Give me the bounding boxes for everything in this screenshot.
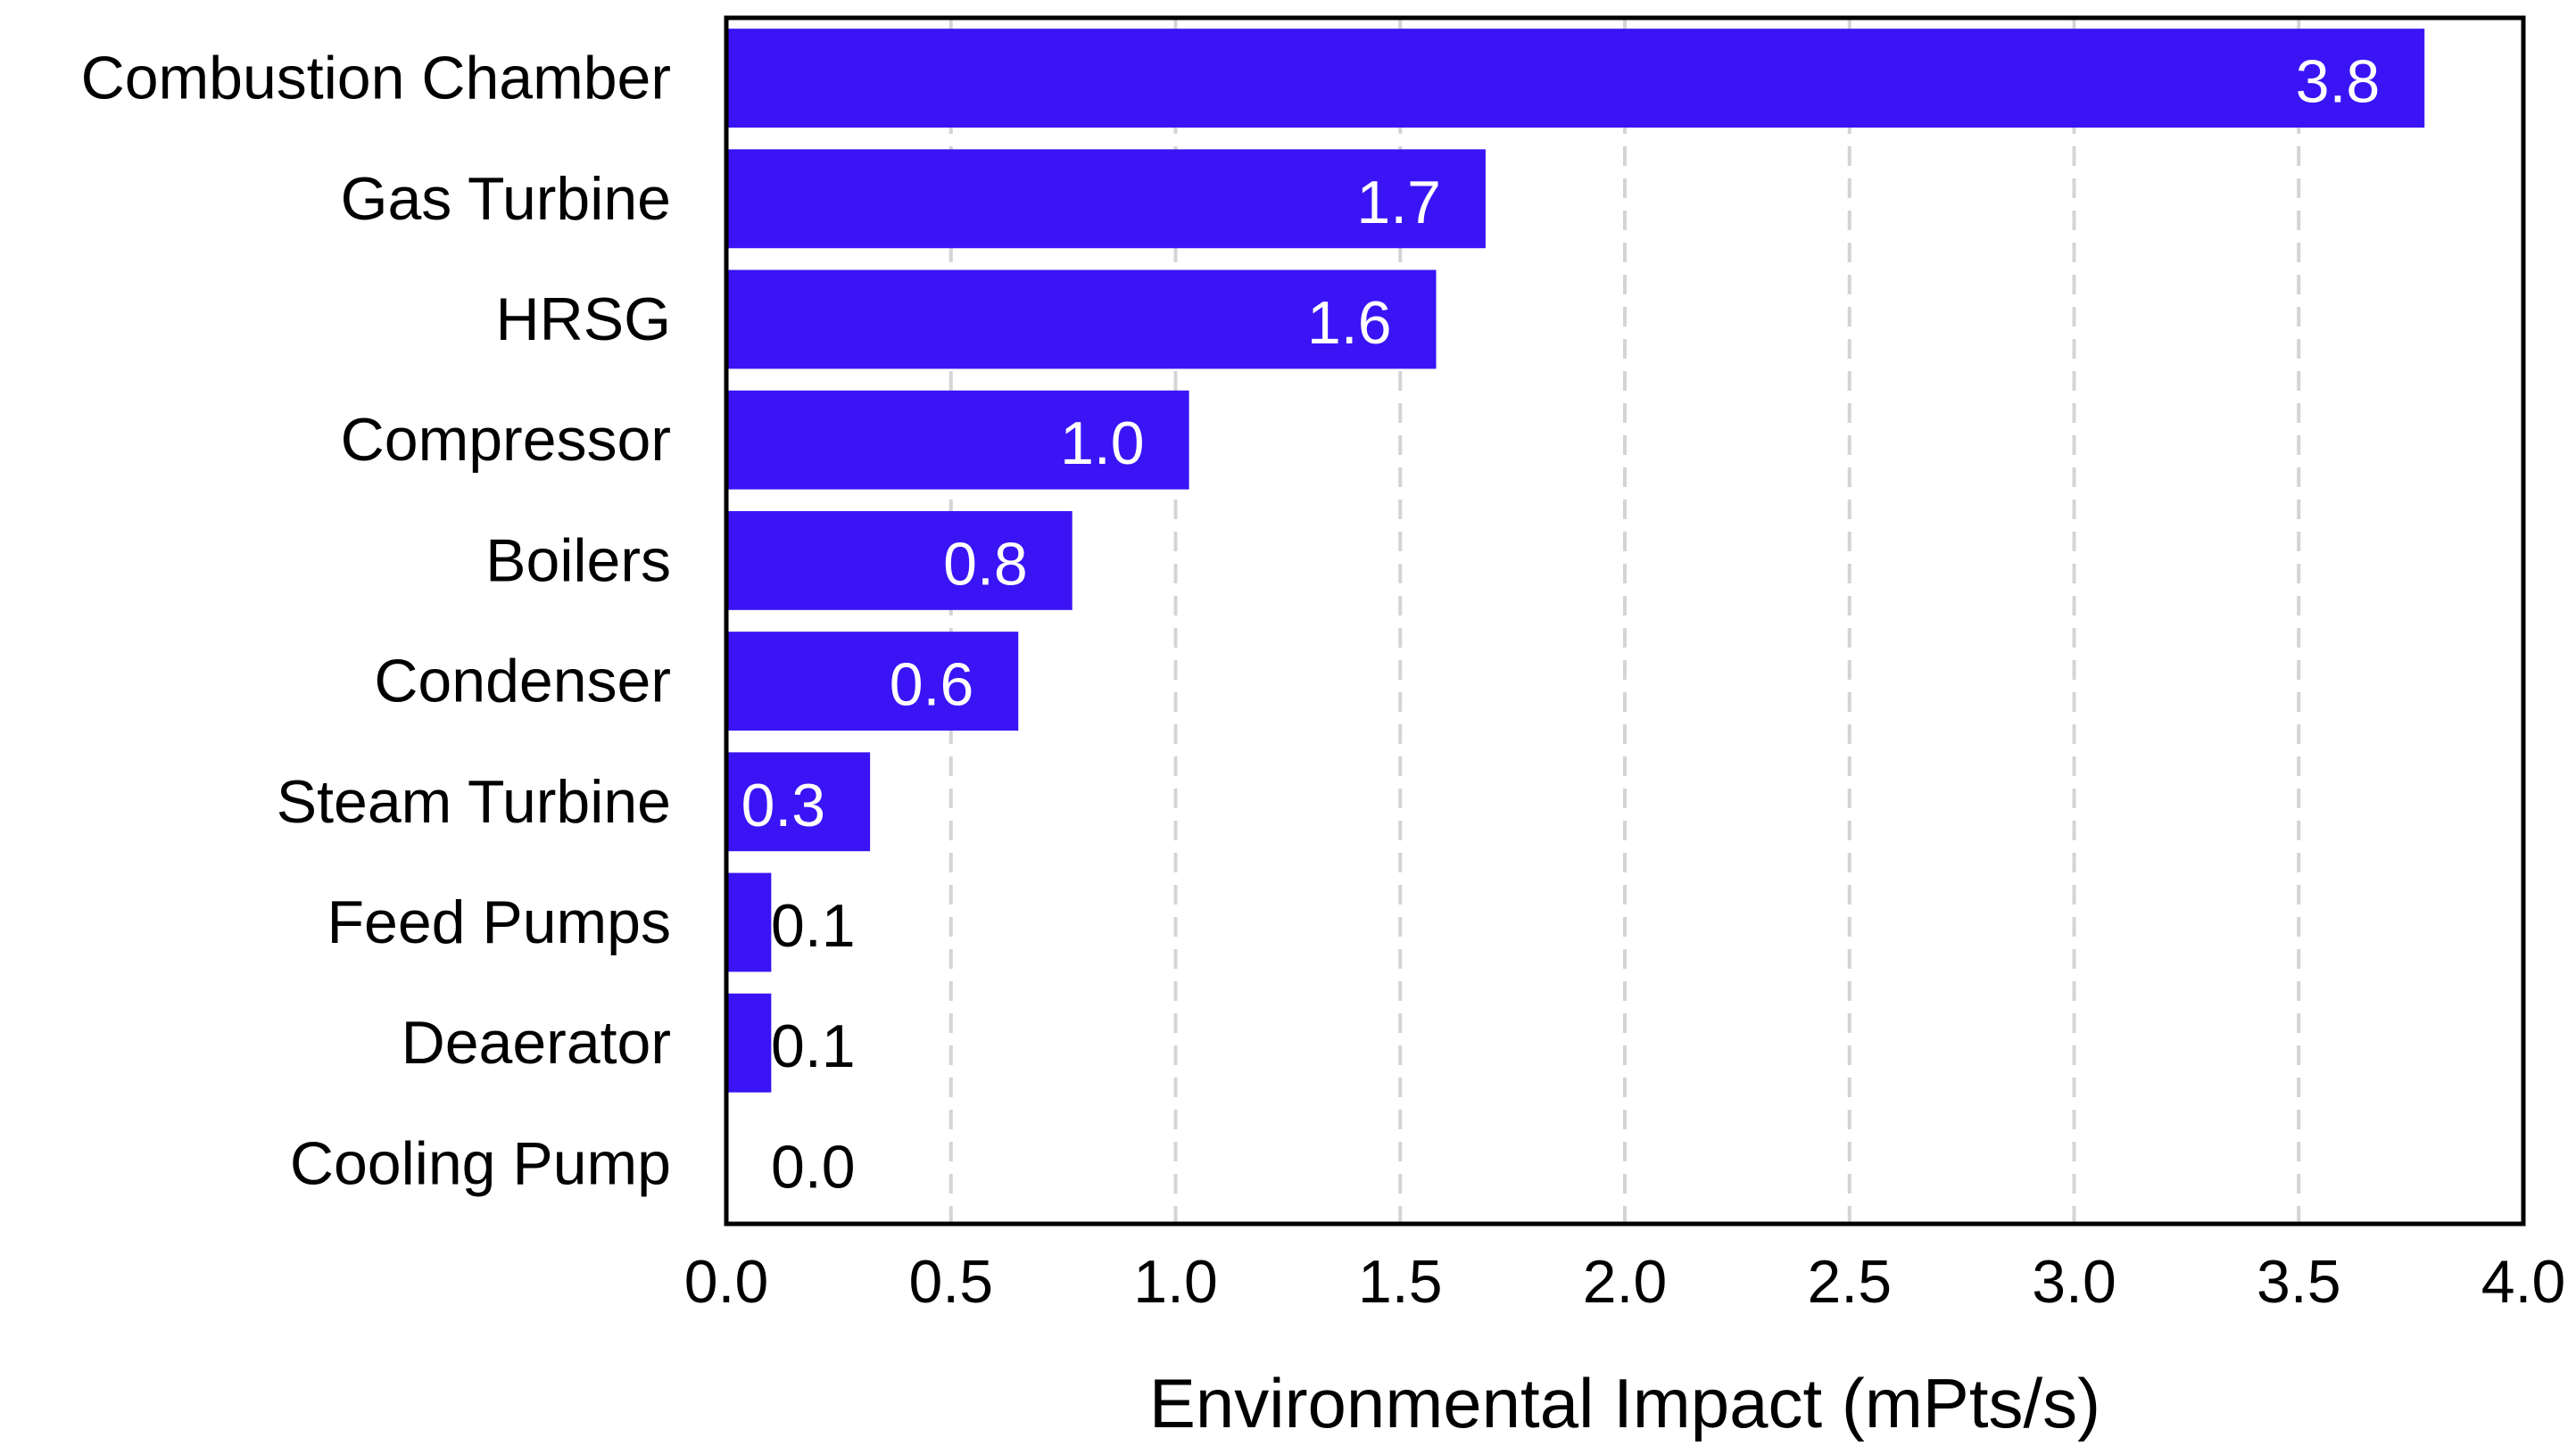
x-tick-label: 0.5 (908, 1248, 993, 1316)
bar (726, 29, 2425, 128)
x-tick-label: 4.0 (2481, 1248, 2566, 1316)
data-label: 3.8 (2296, 48, 2381, 116)
bar (726, 872, 772, 972)
bar (726, 269, 1437, 369)
category-label: Deaerator (402, 1009, 671, 1077)
x-tick-label: 2.5 (1807, 1248, 1892, 1316)
x-tick-label: 1.0 (1133, 1248, 1218, 1316)
data-label: 0.8 (943, 530, 1028, 598)
category-label: Feed Pumps (327, 888, 671, 956)
category-label: Combustion Chamber (81, 45, 671, 112)
category-label: Condenser (374, 648, 671, 715)
x-tick-label: 3.0 (2032, 1248, 2116, 1316)
data-label: 0.1 (771, 1012, 856, 1080)
bar (726, 752, 871, 852)
data-label: 1.7 (1356, 169, 1441, 236)
category-label: Compressor (341, 406, 671, 474)
bars (726, 29, 2425, 1093)
data-label: 0.0 (771, 1133, 856, 1201)
data-labels: 3.8 1.7 1.6 1.0 0.8 0.6 0.3 0.1 0.1 0.0 (741, 48, 2381, 1202)
category-label: HRSG (496, 285, 671, 353)
bar (726, 993, 772, 1093)
data-label: 1.0 (1060, 409, 1145, 477)
data-label: 0.3 (741, 772, 826, 839)
x-tick-label: 3.5 (2257, 1248, 2341, 1316)
bar (726, 149, 1486, 249)
bar (726, 390, 1189, 490)
category-label: Gas Turbine (341, 165, 671, 233)
x-tick-label: 0.0 (684, 1248, 769, 1316)
x-tick-label: 2.0 (1583, 1248, 1668, 1316)
category-label: Boilers (485, 526, 671, 594)
data-label: 0.1 (771, 892, 856, 960)
category-label: Steam Turbine (277, 768, 671, 836)
x-axis-tick-labels: 0.0 0.5 1.0 1.5 2.0 2.5 3.0 3.5 4.0 (684, 1248, 2566, 1316)
bar (726, 510, 1073, 610)
data-label: 0.6 (890, 651, 974, 719)
x-axis-title: Environmental Impact (mPts/s) (1149, 1364, 2100, 1442)
plot-area-frame (724, 15, 2526, 1227)
x-tick-label: 1.5 (1358, 1248, 1443, 1316)
category-label: Cooling Pump (290, 1129, 671, 1197)
bar (726, 632, 1019, 731)
category-axis-labels: Combustion Chamber Gas Turbine HRSG Compres… (81, 45, 671, 1198)
data-label: 1.6 (1307, 289, 1392, 357)
